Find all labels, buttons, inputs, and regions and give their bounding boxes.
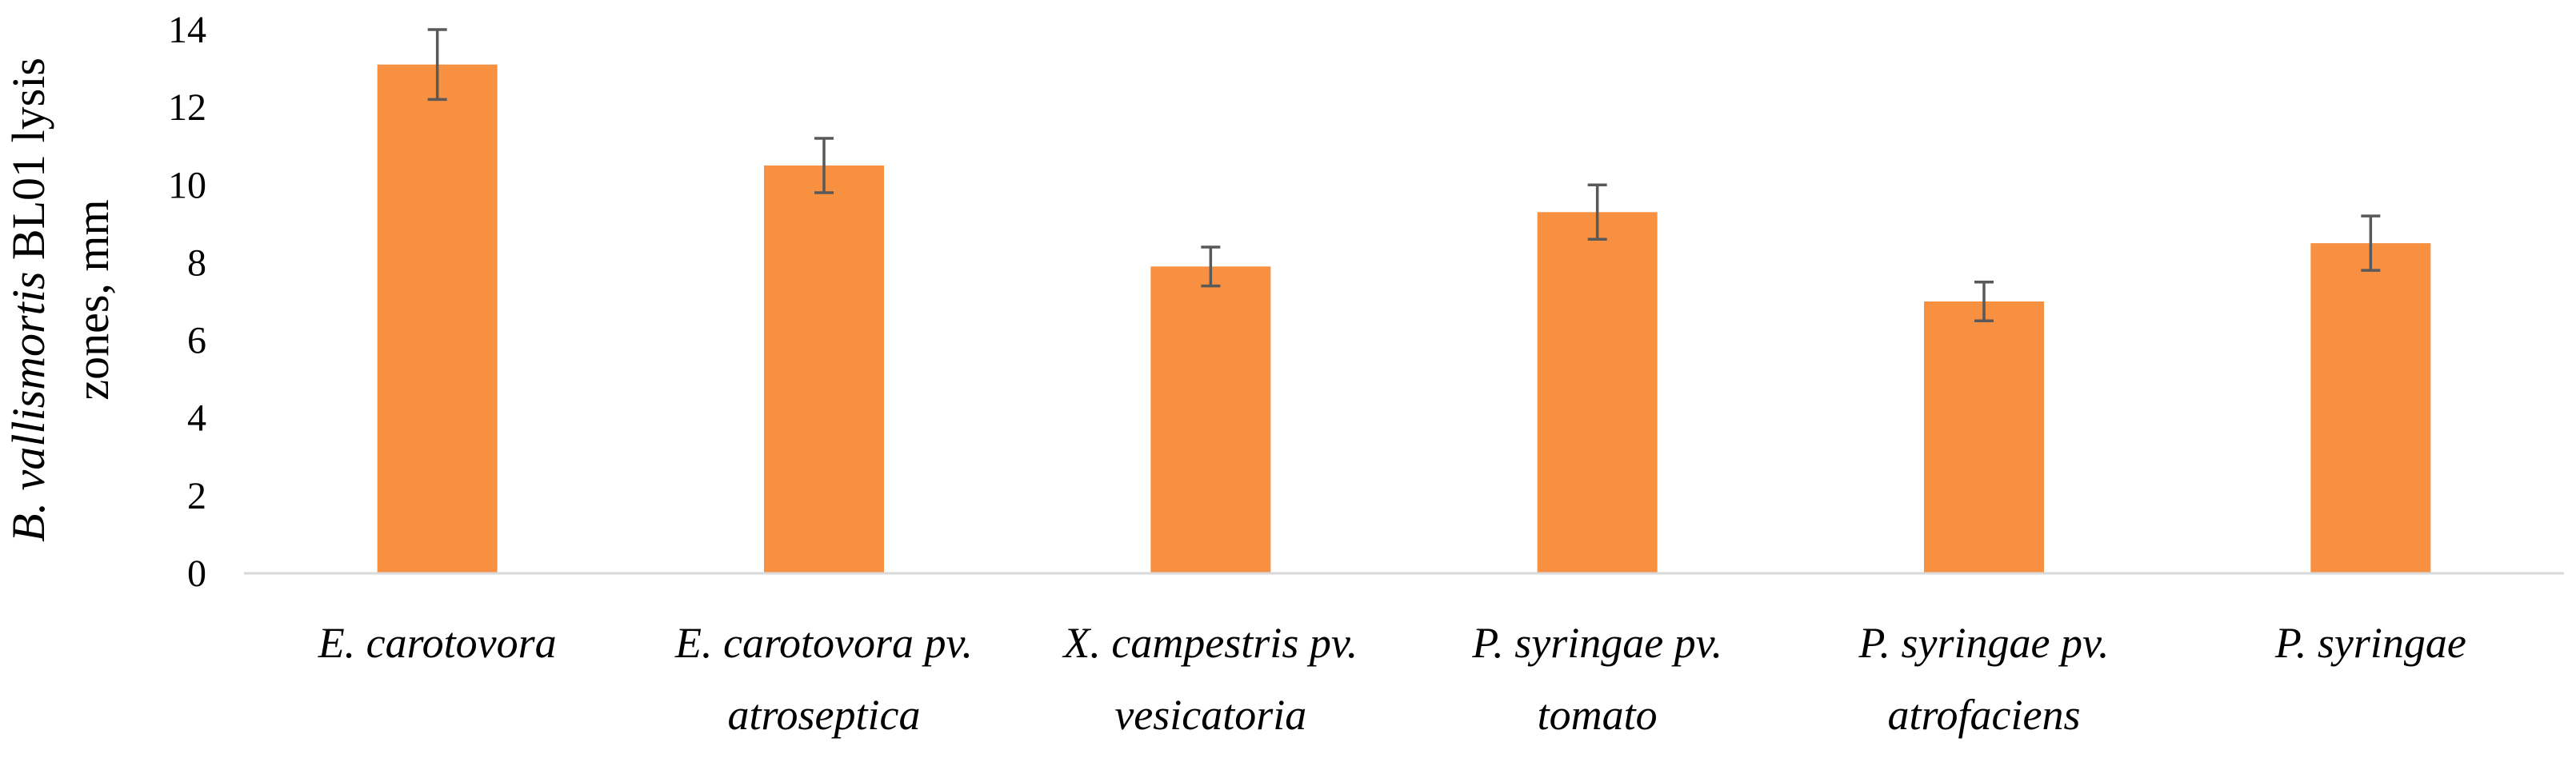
bar <box>764 166 884 573</box>
y-tick-label: 2 <box>187 475 206 517</box>
x-tick-label-line2: vesicatoria <box>1114 691 1306 739</box>
y-tick-label: 4 <box>187 397 206 440</box>
bar <box>1924 301 2044 573</box>
error-bar <box>427 28 447 102</box>
y-tick-label: 14 <box>168 9 206 51</box>
bars-group <box>377 64 2431 573</box>
error-bar <box>1587 183 1607 241</box>
y-tick-label: 8 <box>187 241 206 284</box>
bar <box>1150 266 1271 573</box>
y-axis-title: B. vallismortis BL01 lysis zones, mm <box>2 58 118 542</box>
y-axis-ticks: 0 2 4 6 8 10 12 14 <box>168 9 206 595</box>
x-tick-label-line2: tomato <box>1538 691 1658 739</box>
y-tick-label: 10 <box>168 164 206 206</box>
y-axis-title-strain: BL01 lysis <box>2 58 54 272</box>
y-tick-label: 6 <box>187 320 206 362</box>
error-bars-group <box>427 28 2381 323</box>
error-bar <box>2361 214 2381 272</box>
x-tick-label: E. carotovora <box>318 619 557 667</box>
x-tick-label: X. campestris pv. <box>1062 619 1358 667</box>
error-bar <box>1201 245 1221 288</box>
y-tick-label: 0 <box>187 553 206 595</box>
x-tick-label-line2: atroseptica <box>728 691 921 739</box>
error-bar <box>1974 280 1994 323</box>
y-axis-title-line2: zones, mm <box>66 199 118 400</box>
bar <box>1537 212 1658 573</box>
y-axis-title-species: B. vallismortis <box>2 272 54 542</box>
y-axis-title-line1: B. vallismortis BL01 lysis <box>2 58 54 542</box>
x-tick-label: E. carotovora pv. <box>674 619 973 667</box>
x-tick-label: P. syringae <box>2274 619 2466 667</box>
bar <box>2310 243 2431 573</box>
y-tick-label: 12 <box>168 86 206 129</box>
x-tick-label-line2: atrofaciens <box>1888 691 2081 739</box>
bar <box>377 64 498 573</box>
x-tick-label: P. syringae pv. <box>1858 619 2110 667</box>
x-tick-label: P. syringae pv. <box>1471 619 1722 667</box>
error-bar <box>814 137 834 194</box>
x-axis-labels: E. carotovora E. carotovora pv. atroseptic… <box>318 619 2466 739</box>
